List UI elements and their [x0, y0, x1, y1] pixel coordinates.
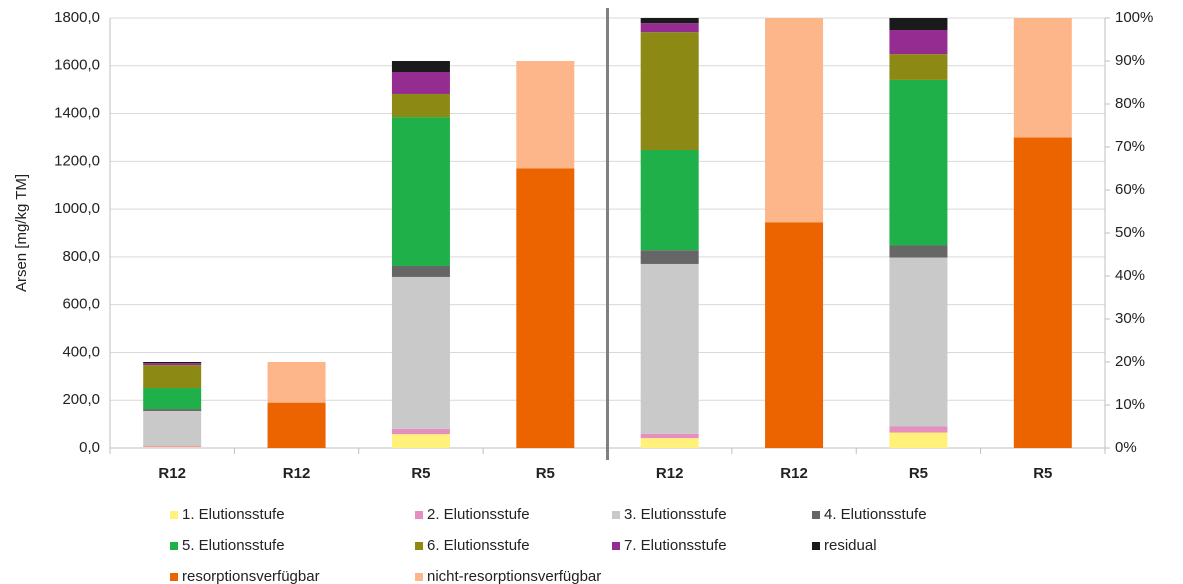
y2-tick-label: 100% — [1115, 9, 1153, 26]
y2-tick-label: 40% — [1115, 267, 1145, 284]
bar-segment — [640, 250, 699, 264]
bar-segment — [391, 265, 450, 277]
y2-tick-label: 10% — [1115, 396, 1145, 413]
legend-label: residual — [824, 537, 877, 554]
bar-segment — [143, 388, 202, 410]
y2-tick-label: 80% — [1115, 95, 1145, 112]
bar-segment — [391, 61, 450, 72]
bar-segment — [143, 409, 202, 411]
bar-segment — [143, 365, 202, 389]
x-tick-label: R12 — [158, 465, 186, 482]
bar-segment — [267, 402, 326, 448]
legend-swatch — [415, 542, 423, 550]
y-tick-label: 1600,0 — [54, 57, 100, 74]
y-tick-label: 400,0 — [62, 343, 100, 360]
legend-swatch — [170, 573, 178, 581]
x-tick-label: R12 — [656, 465, 684, 482]
bar-segment — [889, 257, 948, 427]
bar-segment — [889, 54, 948, 80]
bar-segment — [640, 433, 699, 439]
bar-segment — [640, 18, 699, 24]
y2-tick-label: 20% — [1115, 353, 1145, 370]
bar-segment — [143, 362, 202, 364]
legend-label: 5. Elutionsstufe — [182, 537, 285, 554]
y-tick-label: 1800,0 — [54, 9, 100, 26]
bar-segment — [391, 428, 450, 435]
y2-tick-label: 0% — [1115, 439, 1137, 456]
bar-segment — [143, 363, 202, 366]
legend-label: 7. Elutionsstufe — [624, 537, 727, 554]
y-tick-label: 800,0 — [62, 248, 100, 265]
x-tick-label: R5 — [411, 465, 430, 482]
legend-swatch — [415, 511, 423, 519]
bar-segment — [640, 263, 699, 434]
x-tick-label: R5 — [1033, 465, 1052, 482]
bar-segment — [765, 222, 824, 448]
bar-segment — [889, 30, 948, 55]
legend-label: nicht-resorptionsverfügbar — [427, 568, 601, 584]
legend-label: 3. Elutionsstufe — [624, 506, 727, 523]
y2-tick-label: 30% — [1115, 310, 1145, 327]
bar-segment — [391, 276, 450, 429]
y-tick-label: 0,0 — [79, 439, 100, 456]
legend-swatch — [812, 511, 820, 519]
bar-segment — [640, 23, 699, 33]
legend-swatch — [170, 542, 178, 550]
y-tick-label: 600,0 — [62, 296, 100, 313]
legend-swatch — [812, 542, 820, 550]
bar-segment — [889, 426, 948, 433]
legend-swatch — [612, 542, 620, 550]
bar-segment — [889, 79, 948, 246]
bar-segment — [889, 18, 948, 31]
y-tick-label: 200,0 — [62, 391, 100, 408]
bar-segment — [143, 447, 202, 448]
y2-tick-label: 60% — [1115, 181, 1145, 198]
bar-segment — [143, 410, 202, 447]
bar-segment — [640, 150, 699, 251]
y2-tick-label: 90% — [1115, 52, 1145, 69]
y-tick-label: 1200,0 — [54, 152, 100, 169]
y-tick-label: 1000,0 — [54, 200, 100, 217]
x-tick-label: R12 — [780, 465, 808, 482]
bar-segment — [391, 93, 450, 118]
legend-label: resorptionsverfügbar — [182, 568, 320, 584]
x-tick-label: R5 — [536, 465, 555, 482]
bar-segment — [391, 71, 450, 94]
bar-segment — [1013, 18, 1072, 138]
bar-segment — [516, 168, 575, 448]
bar-segment — [889, 432, 948, 448]
x-tick-label: R5 — [909, 465, 928, 482]
bar-segment — [765, 18, 824, 223]
bar-segment — [391, 117, 450, 266]
bar-segment — [516, 61, 575, 169]
legend-label: 6. Elutionsstufe — [427, 537, 530, 554]
y-axis-label: Arsen [mg/kg TM] — [13, 174, 30, 292]
legend-swatch — [170, 511, 178, 519]
bar-segment — [391, 434, 450, 448]
y2-tick-label: 50% — [1115, 224, 1145, 241]
bar-segment — [143, 446, 202, 448]
legend-label: 2. Elutionsstufe — [427, 506, 530, 523]
legend-label: 1. Elutionsstufe — [182, 506, 285, 523]
x-tick-label: R12 — [283, 465, 311, 482]
legend-label: 4. Elutionsstufe — [824, 506, 927, 523]
y-tick-label: 1400,0 — [54, 105, 100, 122]
bar-segment — [1013, 137, 1072, 449]
bar-segment — [889, 245, 948, 258]
bar-segment — [640, 32, 699, 151]
bar-segment — [640, 438, 699, 448]
legend-swatch — [415, 573, 423, 581]
y2-tick-label: 70% — [1115, 138, 1145, 155]
legend-swatch — [612, 511, 620, 519]
bar-segment — [267, 362, 326, 403]
